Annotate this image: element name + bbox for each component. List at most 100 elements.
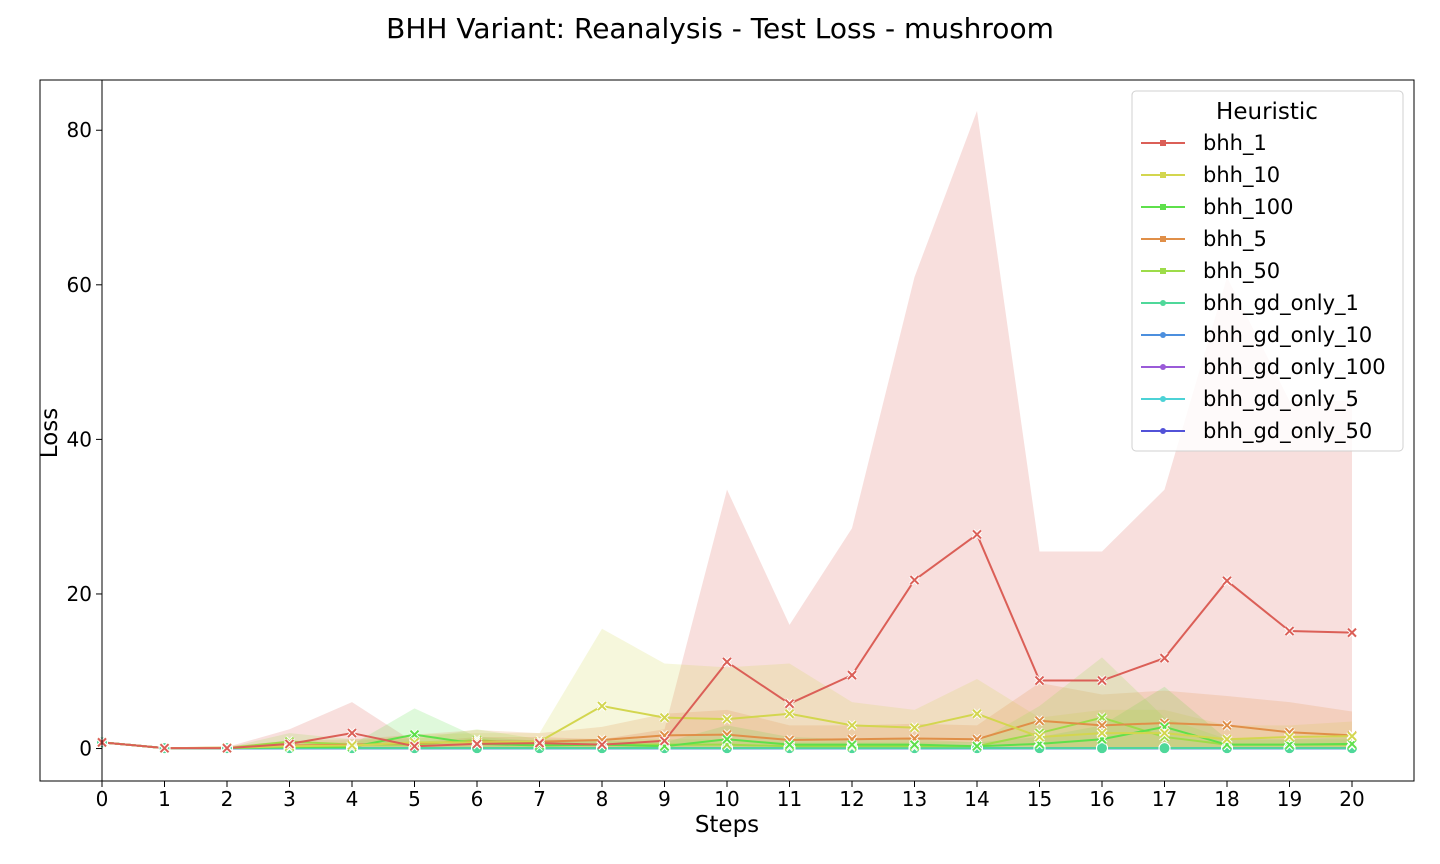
legend-label: bhh_gd_only_1 [1203, 291, 1359, 316]
x-tick-label: 13 [902, 787, 927, 811]
point-bhh_1 [534, 737, 545, 749]
legend-items: bhh_1 bhh_10 bhh_100 bhh_5 bhh_50 bhh_gd_only… [1141, 131, 1386, 444]
legend-swatch-marker [1160, 204, 1166, 210]
x-tick-label: 14 [964, 787, 989, 811]
point-bhh_1 [159, 742, 170, 754]
y-tick-label: 40 [67, 427, 92, 451]
legend-swatch-marker [1160, 140, 1166, 146]
legend-item: bhh_gd_only_100 [1141, 355, 1386, 380]
x-tick-label: 6 [471, 787, 484, 811]
legend-label: bhh_100 [1203, 195, 1294, 220]
x-tick-label: 9 [658, 787, 671, 811]
point-bhh_1 [1096, 675, 1108, 686]
legend-swatch-marker [1160, 236, 1166, 242]
x-tick-label: 8 [596, 787, 609, 811]
x-tick-label: 3 [283, 787, 296, 811]
chart-title: BHH Variant: Reanalysis - Test Loss - mu… [386, 12, 1054, 45]
x-tick-label: 16 [1089, 787, 1114, 811]
point-bhh_1 [1034, 675, 1045, 686]
point-bhh_10 [784, 708, 795, 720]
legend-swatch-marker [1160, 396, 1166, 402]
legend-swatch-marker [1160, 428, 1166, 434]
band-bhh_50 [102, 657, 1352, 749]
legend-item: bhh_100 [1141, 195, 1294, 220]
point-bhh_100 [784, 739, 795, 751]
legend-label: bhh_10 [1203, 163, 1280, 188]
x-tick-label: 18 [1214, 787, 1239, 811]
legend-item: bhh_gd_only_50 [1141, 419, 1372, 444]
point-bhh_gd_only_1 [1096, 742, 1108, 755]
legend-label: bhh_gd_only_5 [1203, 387, 1359, 412]
point-bhh_1 [1221, 575, 1233, 587]
y-axis-label: Loss [37, 408, 63, 458]
point-bhh_1 [284, 738, 295, 750]
legend-label: bhh_5 [1203, 227, 1267, 252]
legend-label: bhh_gd_only_10 [1203, 323, 1372, 348]
point-bhh_1 [784, 698, 795, 710]
legend-swatch-marker [1160, 268, 1166, 274]
point-bhh_1 [721, 656, 733, 668]
point-bhh_100 [971, 740, 983, 752]
y-tick-label: 20 [67, 582, 92, 606]
point-bhh_1 [909, 574, 920, 586]
legend-item: bhh_50 [1141, 259, 1280, 284]
legend-swatch-marker [1160, 364, 1166, 370]
point-bhh_100 [846, 739, 858, 751]
point-bhh_1 [221, 742, 233, 754]
y-tick-label: 60 [67, 273, 92, 297]
band-bhh_1 [102, 110, 1352, 749]
x-tick-label: 19 [1277, 787, 1302, 811]
point-bhh_10 [1284, 731, 1295, 743]
point-bhh_1 [596, 739, 608, 751]
x-tick-label: 7 [533, 787, 546, 811]
legend-item: bhh_gd_only_10 [1141, 323, 1372, 348]
legend-label: bhh_gd_only_100 [1203, 355, 1386, 380]
point-bhh_100 [721, 733, 733, 745]
x-tick-label: 17 [1152, 787, 1177, 811]
x-tick-label: 20 [1339, 787, 1364, 811]
legend-item: bhh_5 [1141, 227, 1267, 252]
legend-box [1131, 90, 1404, 452]
point-bhh_1 [1346, 627, 1358, 639]
series-markers [96, 529, 1358, 755]
point-bhh_10 [909, 722, 920, 734]
x-axis-label: Steps [695, 812, 759, 838]
point-bhh_10 [971, 708, 983, 720]
point-bhh_1 [846, 669, 858, 681]
x-tick-label: 2 [221, 787, 234, 811]
point-bhh_10 [1159, 727, 1170, 739]
point-bhh_10 [846, 719, 858, 731]
point-bhh_10 [596, 700, 608, 712]
point-bhh_1 [971, 529, 983, 540]
point-bhh_10 [1034, 731, 1045, 743]
point-bhh_5 [1034, 715, 1045, 727]
x-tick-label: 5 [408, 787, 421, 811]
legend-swatch-marker [1160, 332, 1166, 338]
point-bhh_10 [659, 712, 670, 724]
point-bhh_10 [721, 713, 733, 725]
legend-swatch-marker [1160, 300, 1166, 306]
legend-title: Heuristic [1216, 99, 1318, 125]
x-tick-label: 12 [839, 787, 864, 811]
x-tick-label: 0 [96, 787, 109, 811]
point-bhh_10 [1096, 727, 1108, 739]
x-tick-label: 15 [1027, 787, 1052, 811]
point-bhh_1 [409, 740, 420, 752]
x-tick-label: 1 [158, 787, 171, 811]
legend-item: bhh_gd_only_1 [1141, 291, 1359, 316]
point-bhh_1 [1159, 652, 1170, 664]
legend-item: bhh_10 [1141, 163, 1280, 188]
x-tick-label: 11 [777, 787, 802, 811]
point-bhh_1 [471, 738, 483, 750]
x-tick-label: 4 [346, 787, 359, 811]
legend-label: bhh_gd_only_50 [1203, 419, 1372, 444]
point-bhh_1 [1284, 625, 1295, 637]
legend-item: bhh_gd_only_5 [1141, 387, 1359, 412]
axes: 0 1 2 3 4 5 6 7 8 9 10 11 12 13 14 15 16 17 18 19 2002040608… [39, 79, 1415, 811]
point-bhh_1 [659, 735, 670, 747]
point-bhh_1 [346, 727, 358, 739]
point-bhh_gd_only_1 [1158, 742, 1171, 755]
y-tick-label: 80 [67, 118, 92, 142]
